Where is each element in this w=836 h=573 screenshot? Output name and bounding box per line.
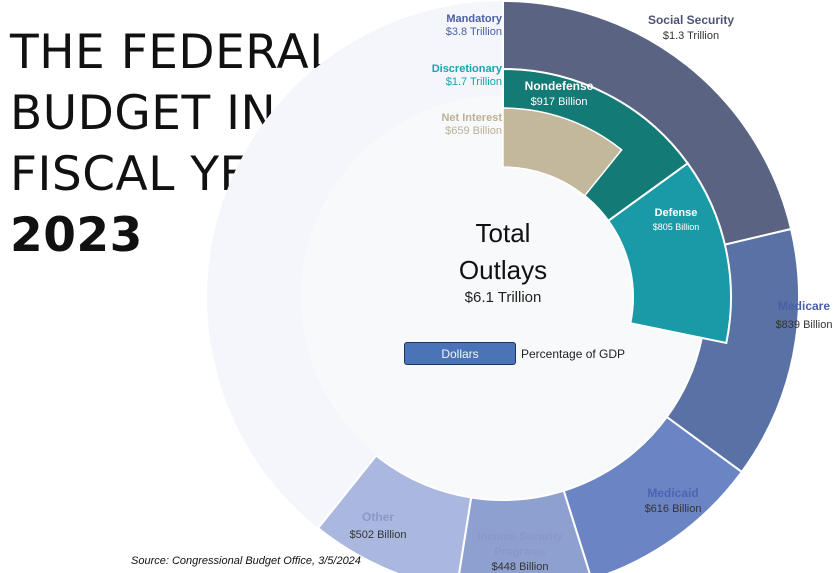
center-title-line1: Total xyxy=(476,218,531,248)
label-income-security-programs: Income Security Programs $448 Billion xyxy=(478,531,564,573)
view-toggle: Dollars Percentage of GDP xyxy=(404,342,625,365)
label-social-security-value: $1.3 Trillion xyxy=(663,30,719,42)
label-defense: Defense $805 Billion xyxy=(653,207,700,232)
label-mandatory-name: Mandatory xyxy=(446,13,503,25)
dollars-toggle-button[interactable]: Dollars xyxy=(404,342,516,365)
label-nondefense-name: Nondefense xyxy=(525,79,594,93)
arc-defense[interactable] xyxy=(606,161,732,345)
label-defense-name: Defense xyxy=(655,207,698,219)
center-total-value: $6.1 Trillion xyxy=(465,289,542,306)
title-line-1: THE FEDERAL xyxy=(10,25,336,80)
label-medicaid: Medicaid $616 Billion xyxy=(645,486,702,515)
label-medicare-value: $839 Billion xyxy=(776,319,833,331)
label-other-value: $502 Billion xyxy=(350,529,407,541)
label-defense-value: $805 Billion xyxy=(653,222,700,232)
center-title-line2: Outlays xyxy=(459,255,547,285)
arc-net-interest[interactable] xyxy=(502,107,623,197)
label-net-interest-name: Net Interest xyxy=(441,112,502,124)
label-medicaid-value: $616 Billion xyxy=(645,503,702,515)
label-discretionary: Discretionary$1.7 Trillion xyxy=(432,63,503,88)
label-medicare: Medicare $839 Billion xyxy=(776,299,833,331)
title-year: 2023 xyxy=(10,208,143,263)
arc-income-security-programs[interactable] xyxy=(457,489,592,573)
label-nondefense: Nondefense $917 Billion xyxy=(525,79,594,108)
source-note: Source: Congressional Budget Office, 3/5… xyxy=(131,555,361,567)
label-medicare-name: Medicare xyxy=(778,299,830,313)
label-net-interest-value: $659 Billion xyxy=(445,125,502,137)
label-medicaid-name: Medicaid xyxy=(647,486,698,500)
label-other-name: Other xyxy=(362,510,394,524)
label-discretionary-name: Discretionary xyxy=(432,63,503,75)
title-line-2: BUDGET IN xyxy=(10,86,277,141)
label-income-security-programs-value: $448 Billion xyxy=(492,561,549,573)
label-net-interest: Net Interest$659 Billion xyxy=(441,112,502,137)
label-discretionary-value: $1.7 Trillion xyxy=(446,76,502,88)
label-income-security-programs-name-line2: Programs xyxy=(494,546,545,558)
label-social-security-name: Social Security xyxy=(648,13,734,27)
center-total: Total Outlays $6.1 Trillion xyxy=(459,218,547,306)
label-social-security: Social Security $1.3 Trillion xyxy=(648,13,734,42)
label-mandatory: Mandatory$3.8 Trillion xyxy=(446,13,503,38)
label-nondefense-value: $917 Billion xyxy=(531,96,588,108)
label-mandatory-value: $3.8 Trillion xyxy=(446,26,502,38)
label-income-security-programs-name-line1: Income Security xyxy=(478,531,564,543)
arc-other[interactable] xyxy=(316,454,473,573)
arc-medicaid[interactable] xyxy=(562,415,744,573)
label-other: Other $502 Billion xyxy=(350,510,407,541)
percentage-of-gdp-toggle[interactable]: Percentage of GDP xyxy=(521,346,626,361)
